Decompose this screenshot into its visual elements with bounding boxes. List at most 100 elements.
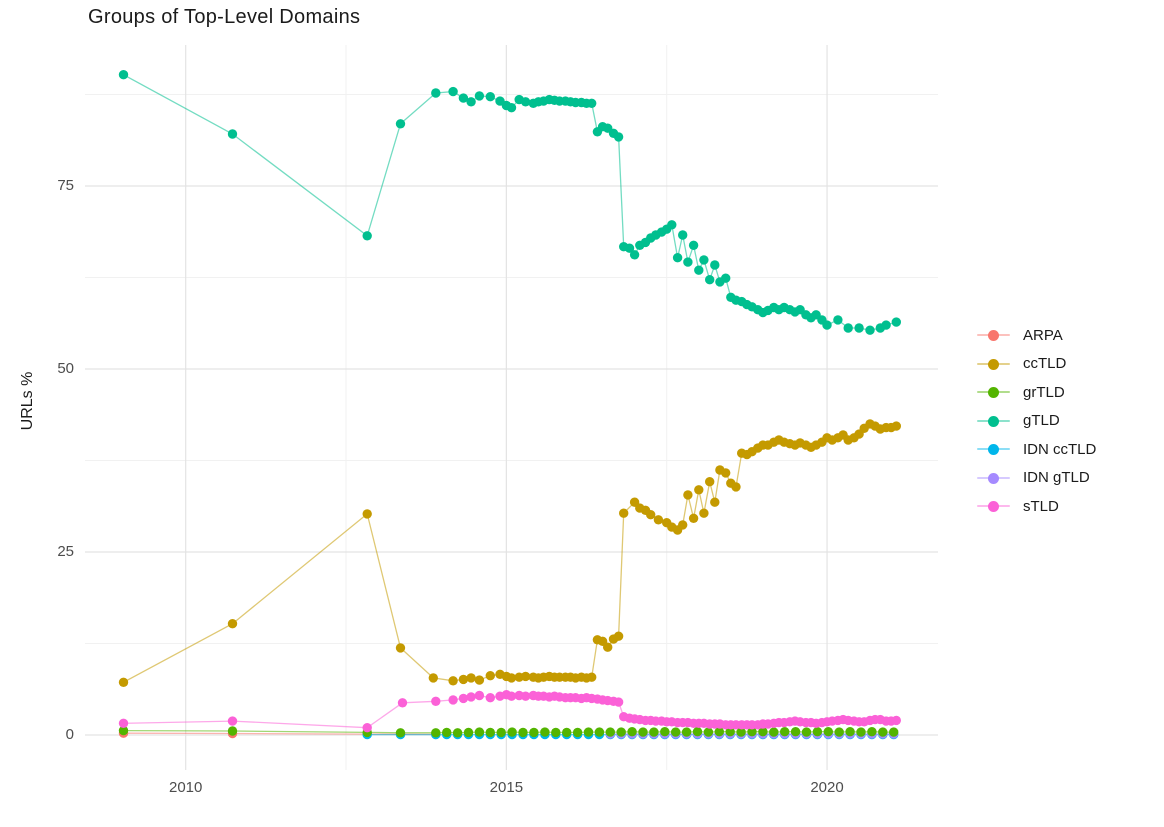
data-point-grTLD: [540, 727, 550, 737]
data-point-grTLD: [442, 727, 452, 738]
data-point-ccTLD: [694, 485, 704, 495]
data-point-gTLD: [520, 97, 531, 107]
data-point-ccTLD: [653, 515, 664, 525]
data-point-grTLD: [594, 727, 605, 737]
legend-item-grtld: grTLD: [977, 378, 1096, 407]
data-point-sTLD: [397, 698, 408, 708]
y-tick-label: 0: [65, 726, 74, 743]
data-point-gTLD: [699, 255, 709, 265]
data-point-grTLD: [118, 725, 129, 736]
data-point-grTLD: [703, 727, 714, 737]
chart-title: Groups of Top-Level Domains: [88, 6, 361, 28]
data-point-sTLD: [118, 718, 129, 728]
data-point-ccTLD: [485, 671, 495, 681]
x-tick-label: 2020: [810, 779, 844, 796]
legend-label: grTLD: [1023, 383, 1065, 401]
y-tick-label: 50: [57, 359, 74, 377]
data-point-grTLD: [736, 727, 746, 737]
data-point-grTLD: [889, 727, 899, 737]
data-point-gTLD: [891, 317, 901, 327]
data-point-sTLD: [520, 691, 531, 701]
data-point-gTLD: [721, 273, 731, 283]
x-tick-label: 2015: [489, 779, 524, 796]
data-point-sTLD: [506, 691, 517, 701]
data-point-grTLD: [681, 727, 692, 737]
legend-label: ccTLD: [1023, 355, 1067, 373]
legend-key-swatch: [977, 471, 1010, 485]
data-point-ccTLD: [891, 421, 901, 431]
data-point-gTLD: [362, 231, 372, 241]
data-point-ccTLD: [731, 482, 741, 492]
point-marker-icon: [988, 501, 999, 513]
data-point-ccTLD: [466, 673, 476, 683]
data-point-sTLD: [474, 690, 485, 701]
data-point-ccTLD: [699, 508, 709, 518]
legend-item-idn-cctld: IDN ccTLD: [977, 435, 1096, 464]
data-point-grTLD: [856, 727, 866, 737]
data-point-grTLD: [227, 726, 238, 736]
data-point-gTLD: [843, 323, 853, 333]
legend-key-swatch: [977, 357, 1010, 371]
data-point-ccTLD: [619, 508, 629, 518]
data-point-grTLD: [780, 727, 790, 737]
data-point-gTLD: [485, 92, 495, 102]
legend-label: gTLD: [1023, 412, 1060, 430]
data-point-gTLD: [395, 119, 406, 129]
data-point-grTLD: [507, 727, 517, 737]
data-point-gTLD: [458, 93, 469, 103]
data-point-gTLD: [854, 323, 864, 333]
data-point-grTLD: [867, 727, 877, 737]
data-point-grTLD: [671, 727, 681, 737]
data-point-grTLD: [834, 727, 844, 737]
data-point-gTLD: [466, 97, 476, 107]
data-point-gTLD: [672, 253, 683, 263]
legend-item-idn-gtld: IDN gTLD: [977, 464, 1096, 493]
y-tick-label: 75: [57, 176, 74, 194]
data-point-ccTLD: [678, 520, 688, 530]
data-point-grTLD: [551, 727, 561, 738]
data-point-gTLD: [865, 325, 875, 335]
data-point-gTLD: [667, 220, 677, 230]
data-point-grTLD: [638, 727, 648, 737]
legend-key-swatch: [977, 385, 1010, 399]
data-point-grTLD: [801, 727, 812, 737]
data-point-ccTLD: [710, 497, 720, 507]
data-point-gTLD: [431, 88, 441, 98]
data-point-grTLD: [790, 727, 801, 737]
data-point-sTLD: [448, 695, 458, 705]
data-point-gTLD: [822, 320, 832, 330]
data-point-ccTLD: [683, 490, 693, 500]
data-point-gTLD: [587, 98, 597, 109]
data-point-sTLD: [613, 697, 624, 707]
data-point-grTLD: [463, 727, 474, 738]
legend-label: IDN gTLD: [1023, 469, 1090, 487]
data-point-grTLD: [529, 727, 539, 738]
data-point-ccTLD: [362, 509, 372, 519]
data-point-sTLD: [485, 693, 495, 703]
data-point-grTLD: [431, 728, 441, 738]
data-point-ccTLD: [428, 673, 438, 683]
legend-label: sTLD: [1023, 497, 1059, 515]
legend-label: IDN ccTLD: [1023, 440, 1097, 458]
data-point-sTLD: [458, 693, 469, 704]
data-point-grTLD: [747, 727, 757, 737]
data-point-sTLD: [466, 692, 476, 702]
data-point-ccTLD: [721, 468, 731, 478]
data-point-sTLD: [227, 716, 238, 726]
legend: ARPA ccTLD grTLD gTLD IDN ccTLD IDN gTLD…: [977, 321, 1096, 521]
data-point-grTLD: [823, 727, 833, 737]
data-point-gTLD: [629, 250, 640, 260]
legend-key-swatch: [977, 442, 1010, 456]
data-point-grTLD: [627, 727, 637, 737]
point-marker-icon: [988, 415, 999, 427]
data-point-ccTLD: [227, 619, 238, 629]
data-point-gTLD: [227, 129, 238, 139]
legend-item-arpa: ARPA: [977, 321, 1096, 350]
data-point-gTLD: [506, 103, 517, 113]
data-point-grTLD: [496, 727, 506, 738]
data-point-gTLD: [683, 257, 693, 267]
data-point-grTLD: [660, 727, 670, 737]
data-point-grTLD: [758, 727, 768, 737]
data-point-gTLD: [833, 315, 843, 325]
data-point-sTLD: [362, 723, 372, 733]
